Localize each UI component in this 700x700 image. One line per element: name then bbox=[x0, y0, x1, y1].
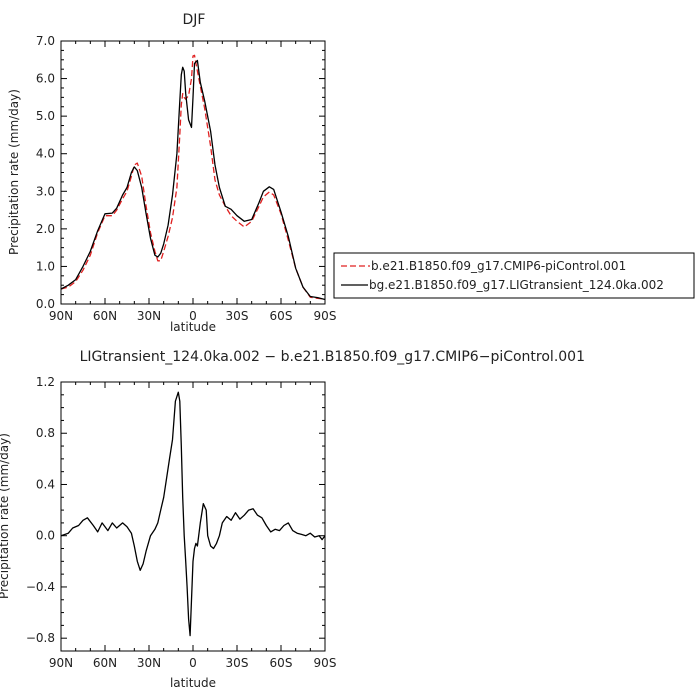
chart-top-xlabel: latitude bbox=[170, 320, 216, 334]
chart-bottom-ytick-label: 0.4 bbox=[36, 477, 55, 491]
legend-label-lig: bg.e21.B1850.f09_g17.LIGtransient_124.0k… bbox=[369, 278, 664, 292]
chart-bottom-xtick-label: 30S bbox=[226, 656, 249, 670]
chart-bottom-xtick-label: 30N bbox=[137, 656, 161, 670]
chart-top-xtick-label: 60N bbox=[93, 309, 117, 323]
chart-top-xtick-label: 30S bbox=[226, 309, 249, 323]
chart-bottom-ylabel: Precipitation rate (mm/day) bbox=[0, 433, 11, 599]
chart-top-ytick-label: 3.0 bbox=[36, 184, 55, 198]
chart-top-xtick-label: 60S bbox=[270, 309, 293, 323]
chart-top-ytick-label: 5.0 bbox=[36, 109, 55, 123]
chart-bottom-title: LIGtransient_124.0ka.002 − b.e21.B1850.f… bbox=[80, 349, 585, 365]
chart-top: DJF 90N 60N 30N 0 30S 60S 90S 0.0 1.0 2.0 3.0 4.0 5.… bbox=[7, 12, 336, 334]
chart-top-ytick-label: 0.0 bbox=[36, 297, 55, 311]
chart-top-ytick-label: 7.0 bbox=[36, 34, 55, 48]
chart-bottom-ytick-label: 1.2 bbox=[36, 375, 55, 389]
chart-top-xtick-label: 30N bbox=[137, 309, 161, 323]
chart-top-series-lines bbox=[60, 54, 326, 301]
chart-bottom-plot-frame bbox=[60, 381, 326, 652]
legend-box bbox=[333, 252, 695, 299]
chart-bottom-series-lines bbox=[60, 391, 326, 637]
chart-bottom-ytick-label: 0.0 bbox=[36, 529, 55, 543]
chart-bottom-xtick-label: 90S bbox=[314, 656, 337, 670]
chart-bottom-ytick-label: −0.4 bbox=[26, 580, 55, 594]
chart-bottom-xtick-label: 60N bbox=[93, 656, 117, 670]
chart-top-ylabel: Precipitation rate (mm/day) bbox=[7, 89, 21, 255]
chart-top-series-line-0 bbox=[60, 54, 326, 300]
legend: b.e21.B1850.f09_g17.CMIP6-piControl.001 … bbox=[333, 252, 695, 299]
chart-top-ytick-label: 6.0 bbox=[36, 72, 55, 86]
chart-bottom-xtick-label: 60S bbox=[270, 656, 293, 670]
chart-bottom-series-line-0 bbox=[60, 391, 326, 637]
chart-bottom-ytick-label: 0.8 bbox=[36, 426, 55, 440]
chart-top-title: DJF bbox=[183, 12, 206, 28]
chart-top-ytick-label: 1.0 bbox=[36, 259, 55, 273]
chart-top-ytick-label: 2.0 bbox=[36, 222, 55, 236]
chart-bottom-ticks: 90N 60N 30N 0 30S 60S 90S −0.8 −0.4 0.0 0.4 0.8 1.2 bbox=[26, 375, 337, 670]
chart-top-xtick-label: 90S bbox=[314, 309, 337, 323]
chart-top-ytick-label: 4.0 bbox=[36, 147, 55, 161]
chart-bottom: LIGtransient_124.0ka.002 − b.e21.B1850.f… bbox=[0, 349, 585, 690]
chart-top-series-line-1 bbox=[60, 59, 326, 301]
chart-top-plot-frame bbox=[60, 40, 326, 305]
chart-top-ticks: 90N 60N 30N 0 30S 60S 90S 0.0 1.0 2.0 3.0 4.0 5.0 6.0… bbox=[36, 34, 337, 323]
chart-top-xtick-label: 90N bbox=[49, 309, 73, 323]
chart-top-xtick-label: 0 bbox=[189, 309, 197, 323]
chart-bottom-xtick-label: 0 bbox=[189, 656, 197, 670]
legend-label-control: b.e21.B1850.f09_g17.CMIP6-piControl.001 bbox=[371, 259, 626, 273]
chart-bottom-ytick-label: −0.8 bbox=[26, 631, 55, 645]
chart-bottom-xlabel: latitude bbox=[170, 676, 216, 690]
chart-bottom-xtick-label: 90N bbox=[49, 656, 73, 670]
